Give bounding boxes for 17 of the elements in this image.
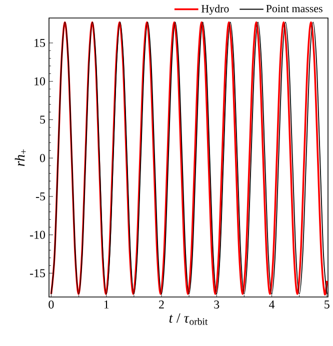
- x-tick-label: 0: [48, 300, 54, 309]
- y-tick-label: 10: [34, 77, 45, 86]
- y-axis-title: rh$_{+}$: [14, 149, 26, 166]
- y-tick-label: -10: [30, 230, 45, 239]
- x-tick-label: 1: [104, 300, 109, 308]
- y-tick-label: 0: [40, 154, 45, 162]
- x-tick-label: 3: [214, 300, 220, 309]
- y-tick-label: 15: [34, 38, 45, 47]
- x-axis-title: t / τ$_{orbit}$: [169, 313, 208, 325]
- x-tick-label: 5: [324, 300, 330, 308]
- y-tick-label: 5: [40, 116, 45, 124]
- y-tick-label: -15: [30, 269, 45, 278]
- x-tick-label: 4: [268, 300, 274, 308]
- x-tick-label: 2: [158, 300, 164, 308]
- legend-label: Hydro: [201, 4, 229, 15]
- y-tick-label: -5: [36, 192, 45, 200]
- legend-label: Point masses: [266, 4, 322, 12]
